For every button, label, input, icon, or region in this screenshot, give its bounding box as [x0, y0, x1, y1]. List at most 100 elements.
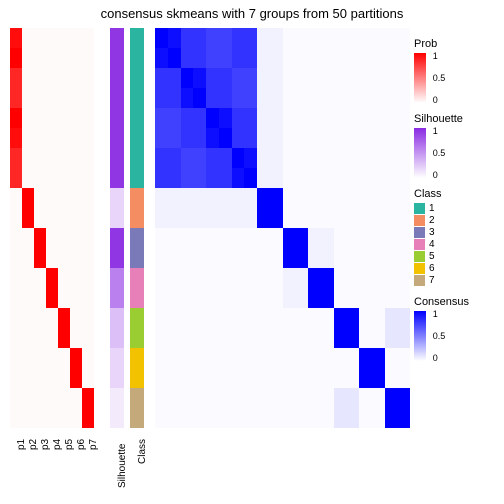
matrix-cell [219, 68, 232, 88]
matrix-cell [372, 28, 385, 48]
p-cell [34, 408, 46, 428]
p-cell [22, 88, 34, 108]
p-cell [46, 328, 58, 348]
matrix-cell [385, 88, 398, 108]
matrix-cell [397, 28, 410, 48]
matrix-cell [385, 148, 398, 168]
p-cell [46, 368, 58, 388]
matrix-row [155, 308, 410, 328]
matrix-cell [283, 288, 296, 308]
p-cell [58, 128, 70, 148]
matrix-cell [257, 168, 270, 188]
matrix-cell [346, 208, 359, 228]
matrix-cell [295, 148, 308, 168]
p-cell [82, 408, 94, 428]
matrix-cell [334, 148, 347, 168]
matrix-cell [295, 388, 308, 408]
matrix-cell [334, 348, 347, 368]
p-cell [70, 288, 82, 308]
matrix-cell [168, 348, 181, 368]
matrix-cell [295, 168, 308, 188]
matrix-cell [168, 148, 181, 168]
p-cell [58, 368, 70, 388]
matrix-cell [181, 248, 194, 268]
matrix-cell [232, 328, 245, 348]
p-cell [70, 148, 82, 168]
matrix-cell [206, 408, 219, 428]
matrix-cell [181, 328, 194, 348]
matrix-cell [232, 348, 245, 368]
p-cell [70, 348, 82, 368]
matrix-row [155, 288, 410, 308]
matrix-cell [270, 108, 283, 128]
p-col-label: p3 [40, 439, 51, 450]
matrix-cell [155, 128, 168, 148]
p-cell [22, 248, 34, 268]
matrix-cell [295, 48, 308, 68]
p-cell [70, 208, 82, 228]
matrix-cell [206, 168, 219, 188]
matrix-cell [219, 368, 232, 388]
matrix-cell [359, 408, 372, 428]
p-cell [58, 348, 70, 368]
class-swatch [414, 239, 425, 250]
matrix-cell [257, 68, 270, 88]
p-cell [82, 128, 94, 148]
p-cell [34, 308, 46, 328]
class-swatch [414, 203, 425, 214]
matrix-cell [270, 228, 283, 248]
class-swatch-label: 2 [429, 215, 435, 226]
cons-gradient [414, 311, 426, 361]
matrix-cell [219, 28, 232, 48]
matrix-cell [155, 408, 168, 428]
p-cell [10, 408, 22, 428]
silhouette-cell [110, 228, 124, 268]
p-cell [46, 68, 58, 88]
matrix-cell [321, 268, 334, 288]
matrix-cell [257, 408, 270, 428]
matrix-cell [334, 108, 347, 128]
p-cell [70, 68, 82, 88]
p-cell [22, 328, 34, 348]
matrix-cell [193, 28, 206, 48]
p-cell [22, 368, 34, 388]
matrix-cell [181, 168, 194, 188]
p-cell [10, 128, 22, 148]
matrix-cell [270, 168, 283, 188]
legend-tick: 0 [433, 95, 438, 105]
matrix-cell [181, 308, 194, 328]
plot-area [10, 28, 410, 428]
matrix-cell [270, 248, 283, 268]
matrix-cell [232, 408, 245, 428]
matrix-cell [359, 68, 372, 88]
class-swatch-row: 2 [414, 215, 498, 226]
matrix-cell [334, 388, 347, 408]
p-cell [10, 228, 22, 248]
matrix-cell [181, 148, 194, 168]
matrix-cell [219, 288, 232, 308]
matrix-cell [193, 248, 206, 268]
p-cell [70, 248, 82, 268]
p-col-p6 [70, 28, 82, 428]
p-cell [34, 208, 46, 228]
matrix-cell [257, 348, 270, 368]
p-cell [46, 388, 58, 408]
matrix-cell [372, 168, 385, 188]
p-cell [22, 288, 34, 308]
matrix-cell [270, 208, 283, 228]
p-cell [82, 368, 94, 388]
matrix-cell [232, 268, 245, 288]
matrix-cell [308, 388, 321, 408]
p-cell [10, 308, 22, 328]
matrix-cell [232, 168, 245, 188]
matrix-cell [270, 68, 283, 88]
matrix-cell [385, 348, 398, 368]
p-cell [34, 128, 46, 148]
class-legend: Class 1234567 [414, 188, 498, 286]
matrix-cell [193, 88, 206, 108]
matrix-cell [232, 188, 245, 208]
p-cell [46, 288, 58, 308]
matrix-cell [295, 348, 308, 368]
p-cell [10, 328, 22, 348]
matrix-cell [206, 388, 219, 408]
